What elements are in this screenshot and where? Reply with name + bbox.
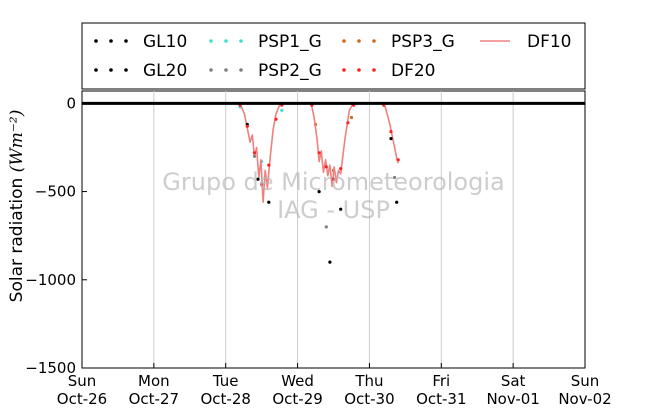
y-axis: 0 −500 −1000 −1500	[25, 94, 87, 377]
x-tick-label-day: Fri	[432, 372, 450, 390]
x-tick-label-date: Nov-01	[486, 390, 539, 408]
legend: GL10 PSP1_G PSP3_G DF10 GL20 PSP2_G DF20	[94, 32, 572, 81]
data-point	[331, 177, 336, 181]
y-tick-label: −1500	[25, 359, 76, 377]
legend-marker	[124, 39, 128, 43]
data-point	[252, 151, 257, 155]
data-point	[267, 163, 271, 167]
x-tick-label-date: Oct-29	[272, 390, 322, 408]
legend-marker	[239, 39, 243, 43]
x-tick-label-day: Wed	[281, 372, 314, 390]
legend-item-df10: DF10	[480, 32, 572, 52]
legend-marker	[357, 39, 361, 43]
legend-item-gl10: GL10	[94, 32, 187, 52]
data-point	[252, 154, 257, 158]
legend-item-psp2-g: PSP2_G	[209, 61, 322, 81]
watermark-line: Grupo de Micrometeorologia	[162, 168, 504, 196]
x-tick-label-day: Thu	[354, 372, 383, 390]
legend-marker	[94, 39, 98, 43]
data-point	[267, 200, 271, 204]
y-tick-label: 0	[66, 94, 76, 112]
x-tick-label-date: Oct-31	[416, 390, 466, 408]
legend-marker	[224, 68, 228, 72]
data-point	[346, 121, 350, 125]
legend-item-gl20: GL20	[94, 61, 187, 81]
grid-lines	[153, 91, 514, 368]
legend-item-df20: DF20	[342, 61, 436, 81]
legend-marker	[109, 68, 113, 72]
legend-label: PSP3_G	[391, 32, 455, 52]
data-point	[349, 115, 354, 120]
x-tick-label-date: Oct-30	[344, 390, 394, 408]
data-point	[389, 130, 393, 134]
y-axis-label-text: Solar radiation	[7, 178, 27, 303]
x-tick-label-date: Oct-27	[129, 390, 179, 408]
x-tick-label-date: Oct-28	[200, 390, 250, 408]
legend-marker	[372, 39, 376, 43]
data-point	[260, 182, 264, 187]
legend-label: GL10	[143, 32, 187, 52]
data-point	[328, 260, 332, 264]
legend-marker	[239, 68, 243, 72]
x-tick-label-day: Sat	[501, 372, 526, 390]
plot-area	[81, 90, 586, 369]
y-axis-label: Solar radiation (Wm⁻²)	[7, 110, 27, 303]
data-point	[245, 124, 249, 128]
legend-box	[81, 22, 586, 90]
x-tick-label-day: Sun	[571, 372, 600, 390]
data-point	[256, 177, 260, 181]
y-axis-label-unit: (Wm⁻²)	[7, 110, 27, 173]
data-point	[274, 117, 278, 121]
data-point	[317, 190, 321, 194]
legend-marker	[342, 39, 346, 43]
data-point	[324, 165, 328, 169]
legend-marker	[372, 68, 376, 72]
legend-marker	[124, 68, 128, 72]
data-point	[280, 108, 284, 112]
data-point	[324, 225, 328, 229]
y-tick-label: −1000	[25, 271, 76, 289]
legend-label: DF20	[391, 61, 436, 81]
legend-marker	[224, 39, 228, 43]
x-axis: SunOct-26MonOct-27TueOct-28WedOct-29ThuO…	[57, 363, 612, 408]
x-tick-label-day: Sun	[68, 372, 97, 390]
legend-label: DF10	[527, 32, 572, 52]
legend-item-psp1-g: PSP1_G	[209, 32, 322, 52]
legend-marker	[342, 68, 346, 72]
legend-marker	[209, 68, 213, 72]
data-point	[393, 175, 397, 180]
data-point	[339, 167, 343, 171]
legend-marker	[209, 39, 213, 43]
legend-marker	[357, 68, 361, 72]
x-tick-label-day: Tue	[212, 372, 239, 390]
data-point	[317, 151, 321, 155]
legend-label: PSP2_G	[258, 61, 322, 81]
legend-item-psp3-g: PSP3_G	[342, 32, 455, 52]
series-gl20	[245, 122, 399, 264]
series-psp2-g	[252, 154, 397, 229]
x-tick-label-date: Nov-02	[558, 390, 611, 408]
data-point	[389, 137, 393, 141]
legend-label: PSP1_G	[258, 32, 322, 52]
legend-marker	[94, 68, 98, 72]
legend-label: GL20	[143, 61, 187, 81]
y-tick-label: −500	[35, 183, 76, 201]
x-tick-label-date: Oct-26	[57, 390, 107, 408]
data-point	[396, 158, 400, 162]
watermark-line: IAG - USP	[277, 196, 390, 224]
legend-marker	[109, 39, 113, 43]
data-point	[395, 200, 399, 204]
x-tick-label-day: Mon	[138, 372, 170, 390]
data-point	[339, 207, 343, 211]
